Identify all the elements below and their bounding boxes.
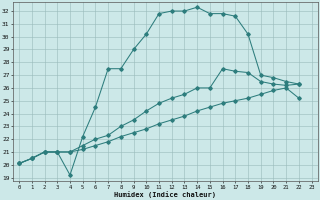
X-axis label: Humidex (Indice chaleur): Humidex (Indice chaleur) <box>114 191 216 198</box>
